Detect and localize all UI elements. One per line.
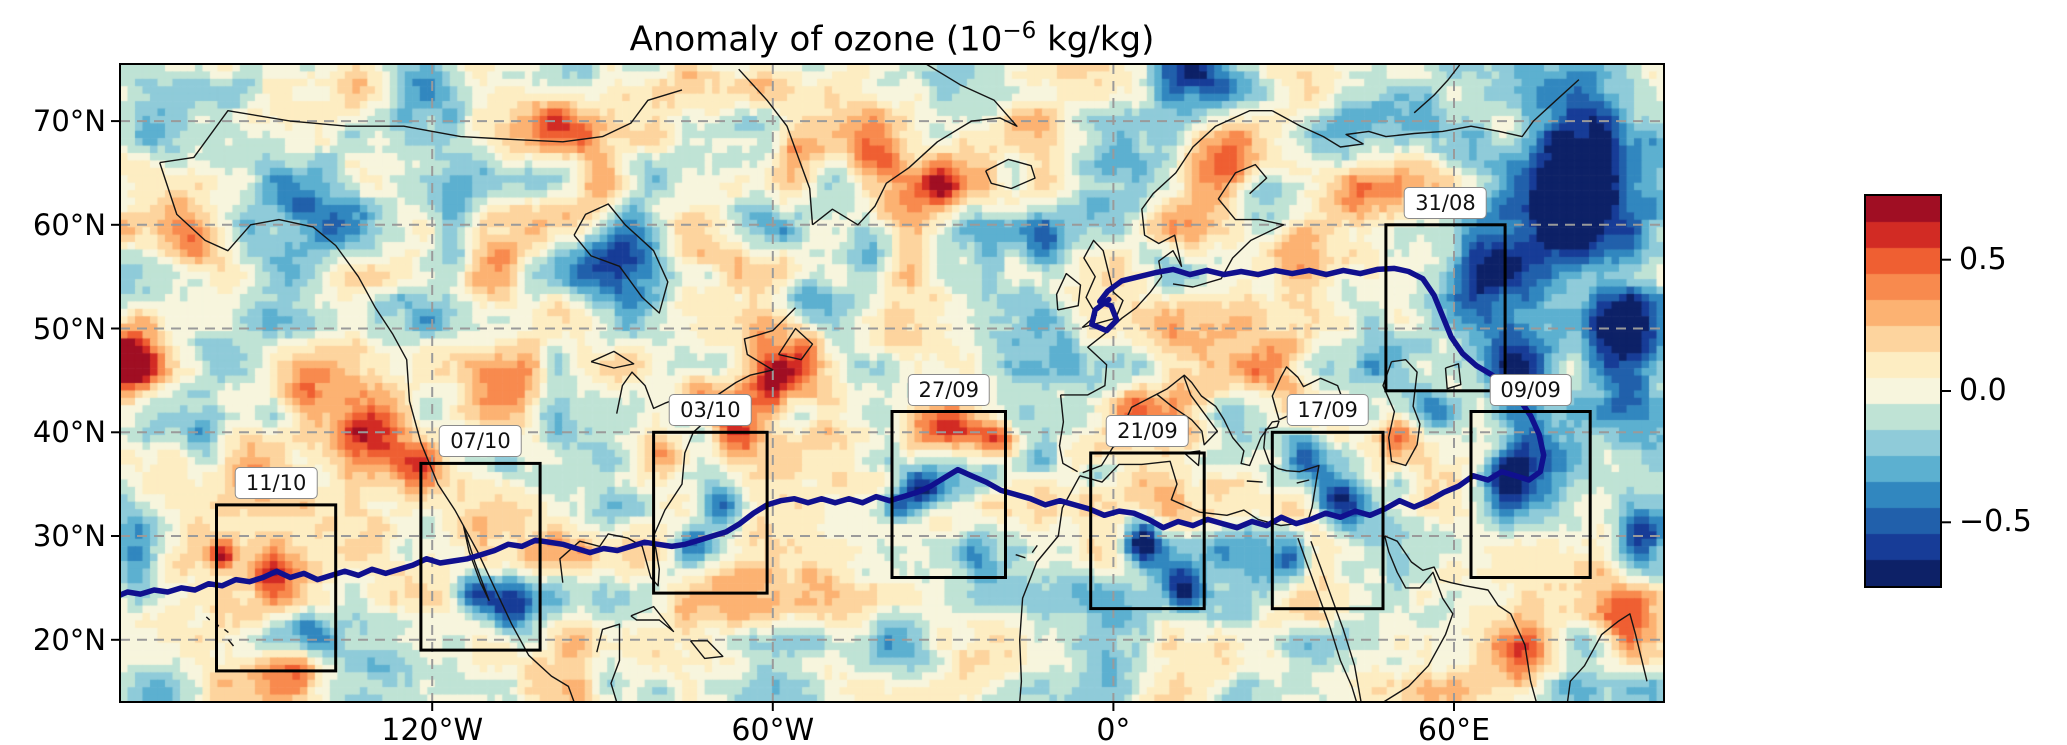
date-chip-21-09: 21/09 <box>1106 415 1189 448</box>
date-chip-03-10: 03/10 <box>669 394 752 427</box>
plot-title-exponent: −6 <box>1002 18 1037 44</box>
date-chip-09-09: 09/09 <box>1489 373 1572 406</box>
y-tick-label-70degN: 70°N <box>32 104 106 139</box>
x-tick-label-120degW: 120°W <box>381 713 484 745</box>
colorbar <box>1864 194 1942 588</box>
y-tick-label-40degN: 40°N <box>32 415 106 450</box>
y-tick-label-20degN: 20°N <box>32 622 106 657</box>
date-chip-27-09: 27/09 <box>907 373 991 406</box>
date-chip-07-10: 07/10 <box>439 425 522 458</box>
colorbar-tick-label: 0.5 <box>1959 241 2007 277</box>
date-chip-17-09: 17/09 <box>1286 394 1369 427</box>
colorbar-gradient <box>1866 196 1940 586</box>
y-tick-label-50degN: 50°N <box>32 311 106 346</box>
x-tick-label-60degW: 60°W <box>731 713 815 745</box>
y-tick-label-30degN: 30°N <box>32 519 106 554</box>
plot-title-units: kg/kg) <box>1036 19 1155 60</box>
x-tick-label-60degE: 60°E <box>1417 713 1491 745</box>
colorbar-tick-label: 0.0 <box>1959 373 2007 408</box>
plot-title-text: Anomaly of ozone (10 <box>629 19 1003 60</box>
date-chip-11-10: 11/10 <box>234 466 318 499</box>
colorbar-tick-label: −0.5 <box>1959 504 2032 540</box>
date-chip-31-08: 31/08 <box>1404 186 1487 219</box>
anomaly-heatmap-canvas <box>120 64 1664 702</box>
plot-title: Anomaly of ozone (10−6 kg/kg) <box>120 10 1664 60</box>
x-tick-label-0deg: 0° <box>1096 713 1131 745</box>
y-tick-label-60degN: 60°N <box>32 207 106 242</box>
